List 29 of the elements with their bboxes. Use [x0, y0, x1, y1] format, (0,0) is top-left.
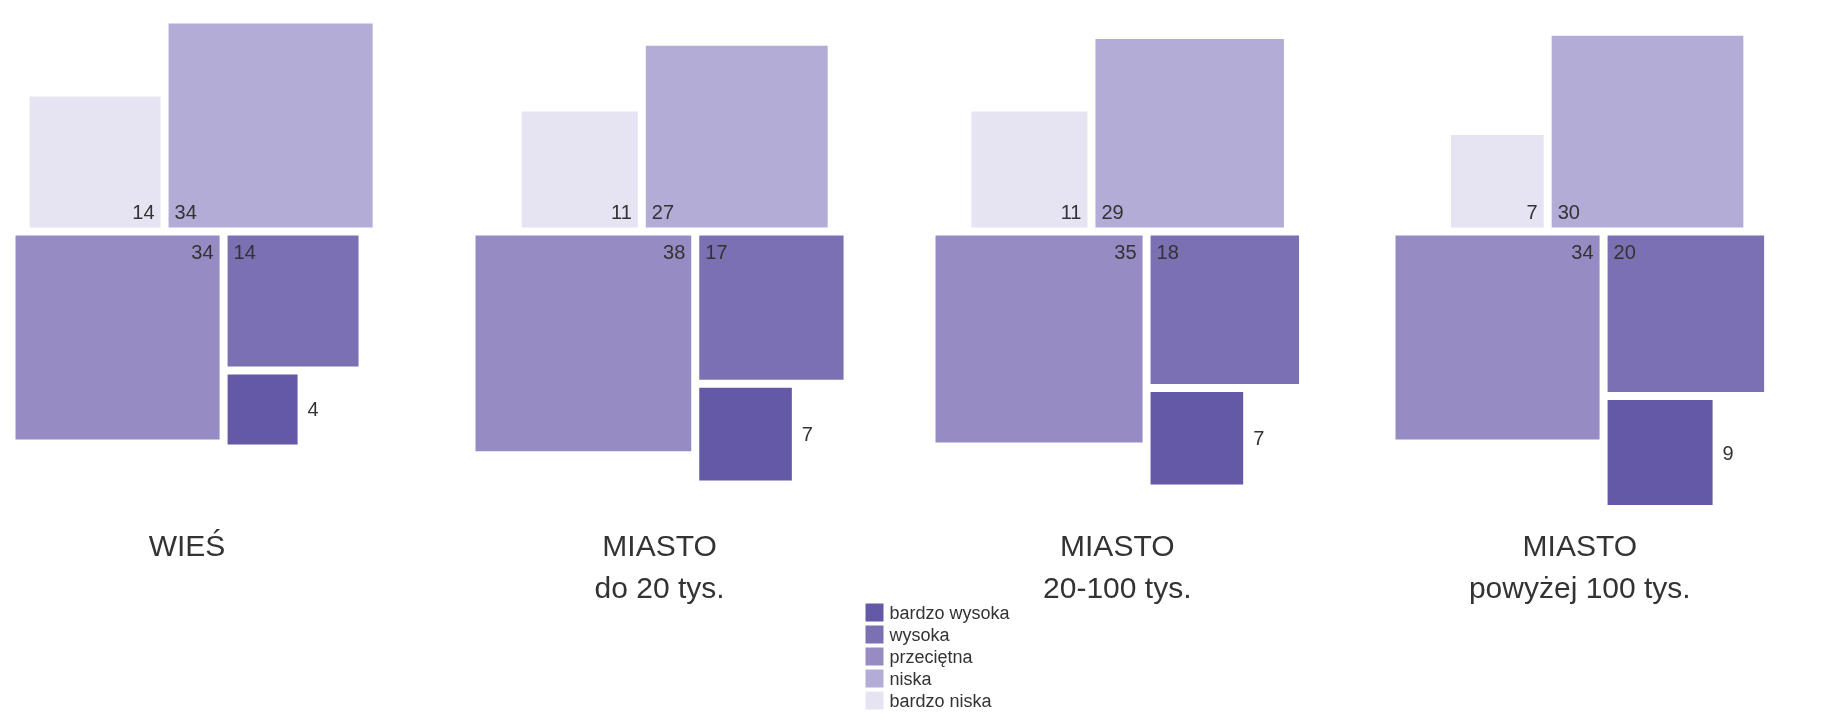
data-label: 29	[1101, 200, 1124, 223]
data-label: 34	[174, 200, 197, 223]
category-label: MIASTO powyżej 100 tys.	[1468, 529, 1691, 604]
data-label: 11	[611, 200, 632, 223]
legend-label: niska	[889, 668, 933, 689]
category-label: MIASTO do 20 tys.	[594, 529, 725, 604]
data-label: 20	[1613, 240, 1636, 263]
data-label: 14	[233, 240, 256, 263]
data-label: 38	[663, 240, 686, 263]
data-label: 18	[1156, 240, 1179, 263]
data-label: 7	[1253, 427, 1265, 450]
data-label: 34	[191, 240, 214, 263]
category-label: MIASTO 20-100 tys.	[1043, 529, 1192, 604]
data-label: 27	[651, 200, 675, 223]
data-label: 7	[801, 423, 813, 446]
category-label: WIEŚ	[148, 529, 226, 562]
data-label: 14	[132, 200, 155, 223]
legend-label: bardzo niska	[889, 690, 993, 711]
data-label: 30	[1557, 200, 1580, 223]
legend-label: wysoka	[888, 624, 951, 645]
data-label: 7	[1526, 200, 1538, 223]
legend-label: bardzo wysoka	[889, 602, 1011, 623]
data-label: 4	[307, 398, 319, 421]
data-label: 34	[1571, 240, 1594, 263]
data-label: 9	[1722, 441, 1734, 464]
data-label: 17	[705, 240, 728, 263]
data-label: 11	[1060, 200, 1082, 223]
legend-label: przeciętna	[889, 646, 974, 667]
data-label: 35	[1114, 240, 1137, 263]
